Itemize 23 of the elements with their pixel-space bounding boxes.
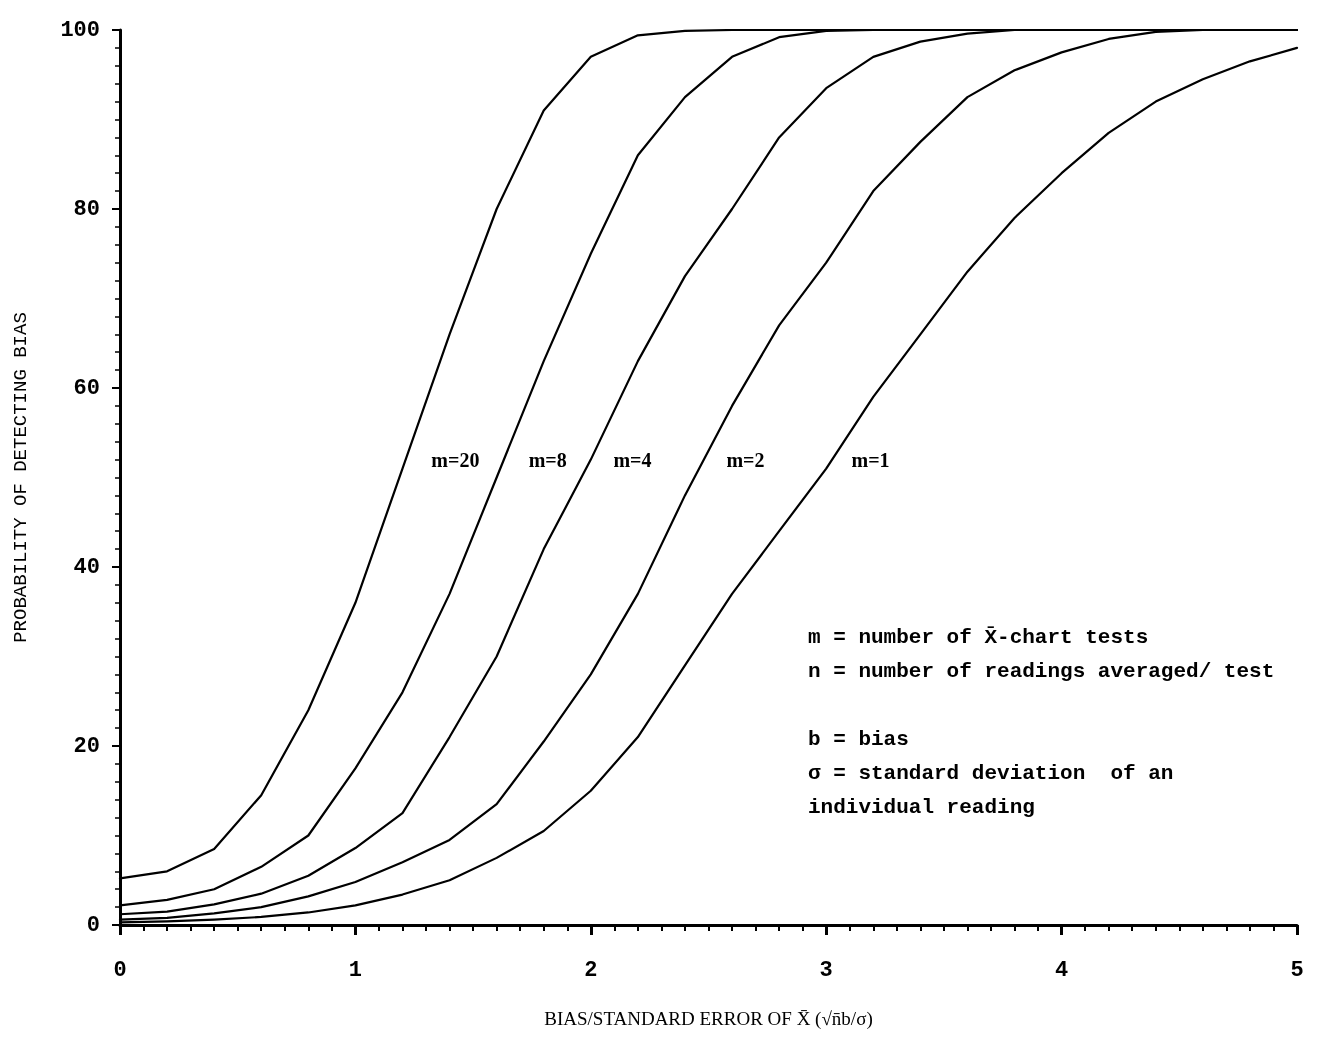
annotation: n = number of readings averaged/ test [808,659,1275,683]
series-label: m=20 [431,448,480,471]
annotation: m = number of X̄-chart tests [808,625,1149,649]
y-axis-title: PROBABILITY OF DETECTING BIAS [9,312,32,643]
x-tick-label: 3 [819,957,833,983]
y-tick-label: 100 [60,17,100,43]
x-axis-title: BIAS/STANDARD ERROR OF X̄ (√n̄b/σ) [544,1008,873,1030]
annotation: b = bias [808,727,909,751]
y-tick-label: 80 [73,196,100,222]
x-tick-label: 2 [584,957,598,983]
y-tick-label: 60 [73,375,100,401]
series-label: m=2 [726,448,765,471]
series-label: m=8 [528,448,567,471]
x-tick-label: 5 [1290,957,1304,983]
annotation: σ = standard deviation of an individual reading [808,761,1187,819]
series-label: m=4 [613,448,652,471]
series-label: m=1 [851,448,890,471]
x-tick-label: 0 [113,957,127,983]
y-tick-label: 0 [86,912,100,938]
x-tick-label: 4 [1055,957,1069,983]
y-tick-label: 20 [73,733,100,759]
y-tick-label: 40 [73,554,100,580]
x-tick-label: 1 [348,957,362,983]
